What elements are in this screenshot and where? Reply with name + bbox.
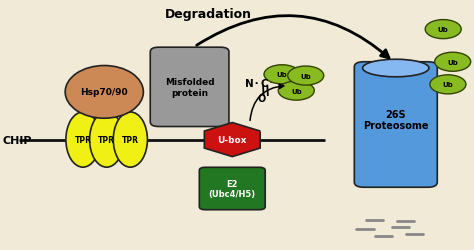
Text: CHIP: CHIP [2,135,32,145]
Polygon shape [204,123,260,157]
Text: Hsp70/90: Hsp70/90 [81,88,128,97]
Text: Degradation: Degradation [165,8,252,20]
Text: TPR: TPR [98,136,115,144]
Ellipse shape [66,112,100,168]
Text: TPR: TPR [74,136,91,144]
Ellipse shape [363,60,429,78]
Circle shape [425,20,461,40]
Text: U-box: U-box [218,136,247,144]
FancyBboxPatch shape [150,48,229,127]
Text: Ub: Ub [443,82,453,88]
Ellipse shape [113,112,147,168]
Text: N: N [246,79,254,89]
Text: C: C [261,79,268,89]
Circle shape [288,67,324,86]
FancyBboxPatch shape [354,62,437,188]
FancyBboxPatch shape [199,168,265,210]
Text: TPR: TPR [122,136,139,144]
Text: Ub: Ub [291,88,301,94]
Text: E2
(Ubc4/H5): E2 (Ubc4/H5) [209,179,256,199]
Circle shape [430,76,466,94]
Text: 26S
Proteosome: 26S Proteosome [363,109,428,131]
Text: Misfolded
protein: Misfolded protein [165,78,214,97]
Text: Ub: Ub [438,27,448,33]
Text: Ub: Ub [447,60,458,66]
Ellipse shape [90,112,124,168]
Text: Ub: Ub [301,73,311,79]
Circle shape [264,66,300,84]
Ellipse shape [65,66,143,119]
Text: O: O [258,94,266,104]
Circle shape [278,82,314,101]
Circle shape [435,53,471,72]
Text: Ub: Ub [277,72,287,78]
